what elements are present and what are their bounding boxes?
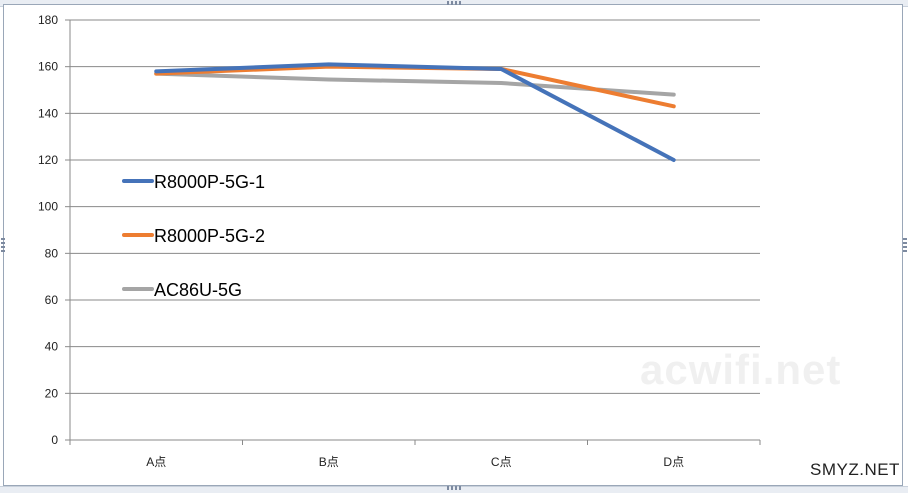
y-tick-label: 140	[38, 106, 58, 120]
series-line-0	[156, 64, 674, 160]
series-line-1	[156, 67, 674, 107]
y-tick-label: 20	[45, 386, 59, 400]
y-tick-label: 80	[45, 246, 59, 260]
y-tick-label: 0	[51, 433, 58, 447]
legend-label-1: R8000P-5G-2	[154, 226, 265, 246]
site-mark-text: SMYZ.NET	[810, 460, 900, 480]
watermark-text: acwifi.net	[640, 346, 841, 394]
y-tick-label: 100	[38, 200, 58, 214]
legend-label-0: R8000P-5G-1	[154, 172, 265, 192]
legend-label-2: AC86U-5G	[154, 280, 242, 300]
x-tick-label: C点	[491, 455, 512, 469]
y-tick-label: 60	[45, 293, 59, 307]
x-tick-label: D点	[663, 455, 684, 469]
y-tick-label: 40	[45, 340, 59, 354]
y-tick-label: 160	[38, 60, 58, 74]
x-tick-label: A点	[146, 455, 166, 469]
x-tick-label: B点	[319, 455, 339, 469]
y-tick-label: 180	[38, 13, 58, 27]
y-tick-label: 120	[38, 153, 58, 167]
